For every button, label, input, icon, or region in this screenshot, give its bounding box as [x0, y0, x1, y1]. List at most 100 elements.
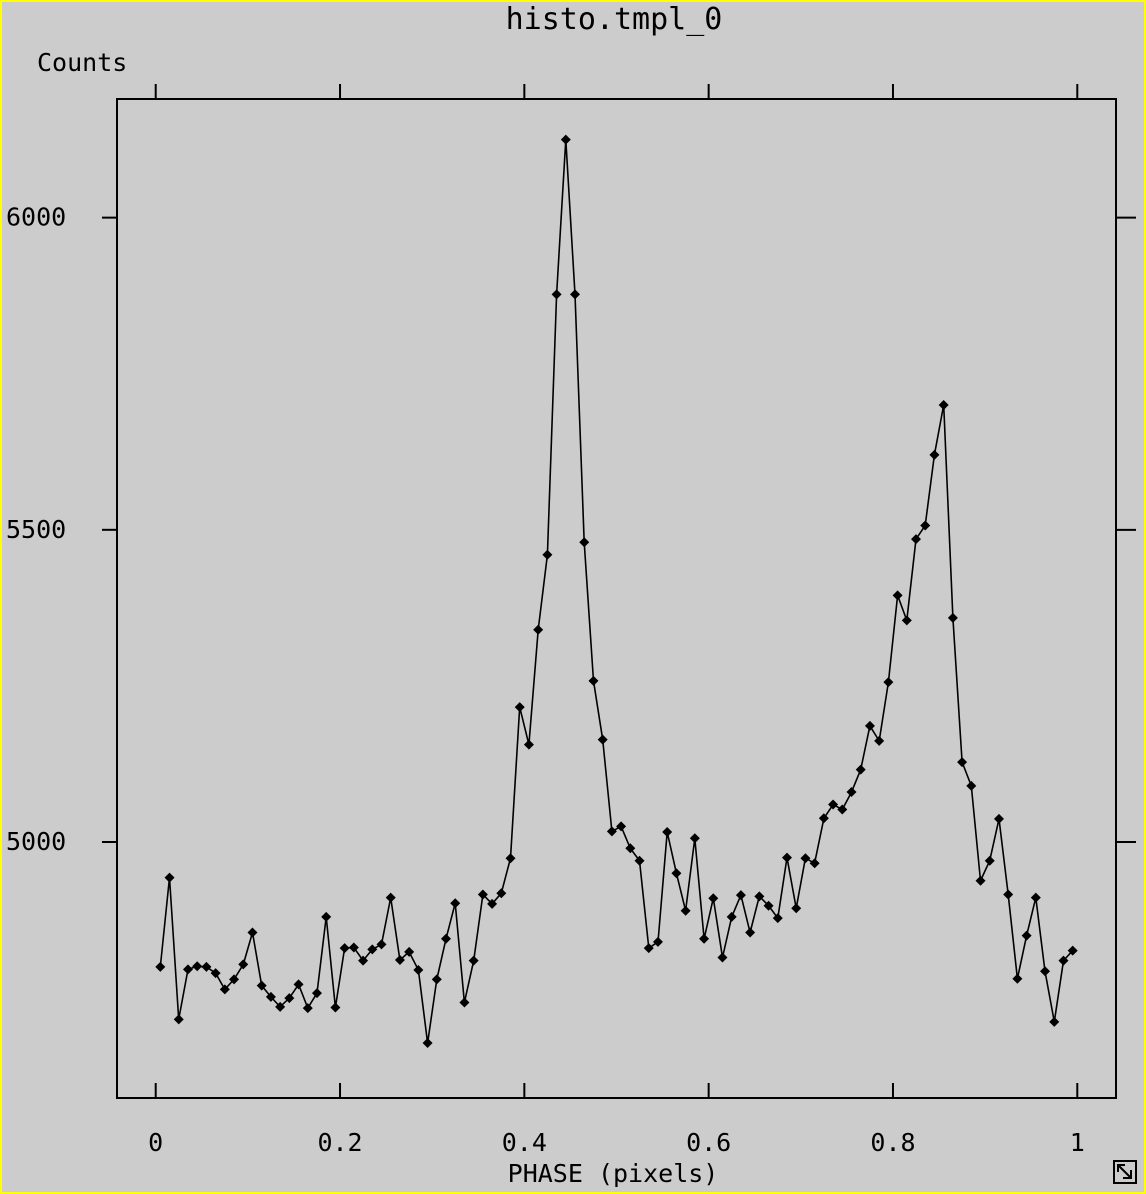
data-point [680, 905, 691, 916]
data-point [422, 1038, 433, 1049]
data-point [523, 739, 534, 750]
data-point [570, 289, 581, 300]
data-point [781, 852, 792, 863]
data-point [883, 677, 894, 688]
data-point [496, 888, 507, 899]
data-point [671, 868, 682, 879]
data-point [256, 980, 267, 991]
data-point [606, 826, 617, 837]
data-point [551, 289, 562, 300]
data-point [735, 890, 746, 901]
data-point [864, 720, 875, 731]
data-point [745, 927, 756, 938]
data-point [634, 855, 645, 866]
axis-tick-labels: 0 0.2 0.4 0.6 0.8 1 5000 5500 6000 [6, 203, 1085, 1157]
data-point [855, 764, 866, 775]
data-point [993, 813, 1004, 824]
data-point [588, 675, 599, 686]
data-point [182, 964, 193, 975]
data-point [1021, 930, 1032, 941]
data-point [828, 799, 839, 810]
data-point [846, 787, 857, 798]
data-point [404, 946, 415, 957]
resize-icon[interactable] [1113, 1160, 1137, 1184]
x-tick-label: 1 [1070, 1128, 1085, 1157]
data-point [1049, 1016, 1060, 1027]
data-point [689, 833, 700, 844]
y-tick-label: 5500 [6, 515, 66, 544]
data-point [514, 702, 525, 713]
data-point [210, 968, 221, 979]
data-point [302, 1003, 313, 1014]
data-point [173, 1014, 184, 1025]
data-point [947, 612, 958, 623]
data-point [367, 944, 378, 955]
data-point [911, 534, 922, 545]
data-point [330, 1002, 341, 1013]
data-point [625, 843, 636, 854]
data-point [708, 893, 719, 904]
data-point [772, 913, 783, 924]
data-point [975, 875, 986, 886]
data-point [155, 961, 166, 972]
chart-title: histo.tmpl_0 [506, 2, 723, 37]
data-point [192, 961, 203, 972]
plot-area [116, 98, 1117, 1099]
data-point [643, 943, 654, 954]
data-point [616, 821, 627, 832]
data-point [275, 1001, 286, 1012]
data-point [717, 952, 728, 963]
data-point [394, 955, 405, 966]
data-point [754, 891, 765, 902]
data-point [1040, 966, 1051, 977]
data-point [542, 549, 553, 560]
data-point [247, 927, 258, 938]
data-point [339, 943, 350, 954]
data-point [957, 757, 968, 768]
data-point [265, 991, 276, 1002]
data-point [385, 892, 396, 903]
x-tick-label: 0.6 [686, 1128, 731, 1157]
data-point [901, 615, 912, 626]
data-point [892, 590, 903, 601]
data-point [1058, 955, 1069, 966]
y-tick-label: 6000 [6, 203, 66, 232]
data-point [487, 898, 498, 909]
y-axis-label: Counts [37, 48, 127, 77]
x-tick-label: 0.2 [317, 1128, 362, 1157]
data-point [311, 988, 322, 999]
data-point [874, 735, 885, 746]
data-point [219, 984, 230, 995]
data-point [1067, 945, 1078, 956]
data-point [984, 855, 995, 866]
data-point [1003, 889, 1014, 900]
data-point [560, 134, 571, 145]
data-point [920, 520, 931, 531]
data-point [441, 933, 452, 944]
data-point [450, 898, 461, 909]
series-line [159, 139, 1074, 1044]
data-point [938, 399, 949, 410]
data-point [358, 955, 369, 966]
data-point [293, 979, 304, 990]
data-point [376, 939, 387, 950]
data-point [597, 734, 608, 745]
data-point [413, 965, 424, 976]
data-point [800, 853, 811, 864]
data-point [431, 974, 442, 985]
x-tick-label: 0 [148, 1128, 163, 1157]
data-series [155, 134, 1078, 1049]
data-point [966, 780, 977, 791]
data-point [164, 872, 175, 883]
data-point [229, 974, 240, 985]
data-point [791, 903, 802, 914]
data-point [459, 997, 470, 1008]
data-point [579, 537, 590, 548]
data-point [1030, 892, 1041, 903]
x-tick-label: 0.8 [870, 1128, 915, 1157]
data-point [1012, 973, 1023, 984]
x-axis-label: PHASE (pixels) [508, 1159, 719, 1188]
data-point [533, 624, 544, 635]
data-point [818, 813, 829, 824]
data-point [284, 993, 295, 1004]
